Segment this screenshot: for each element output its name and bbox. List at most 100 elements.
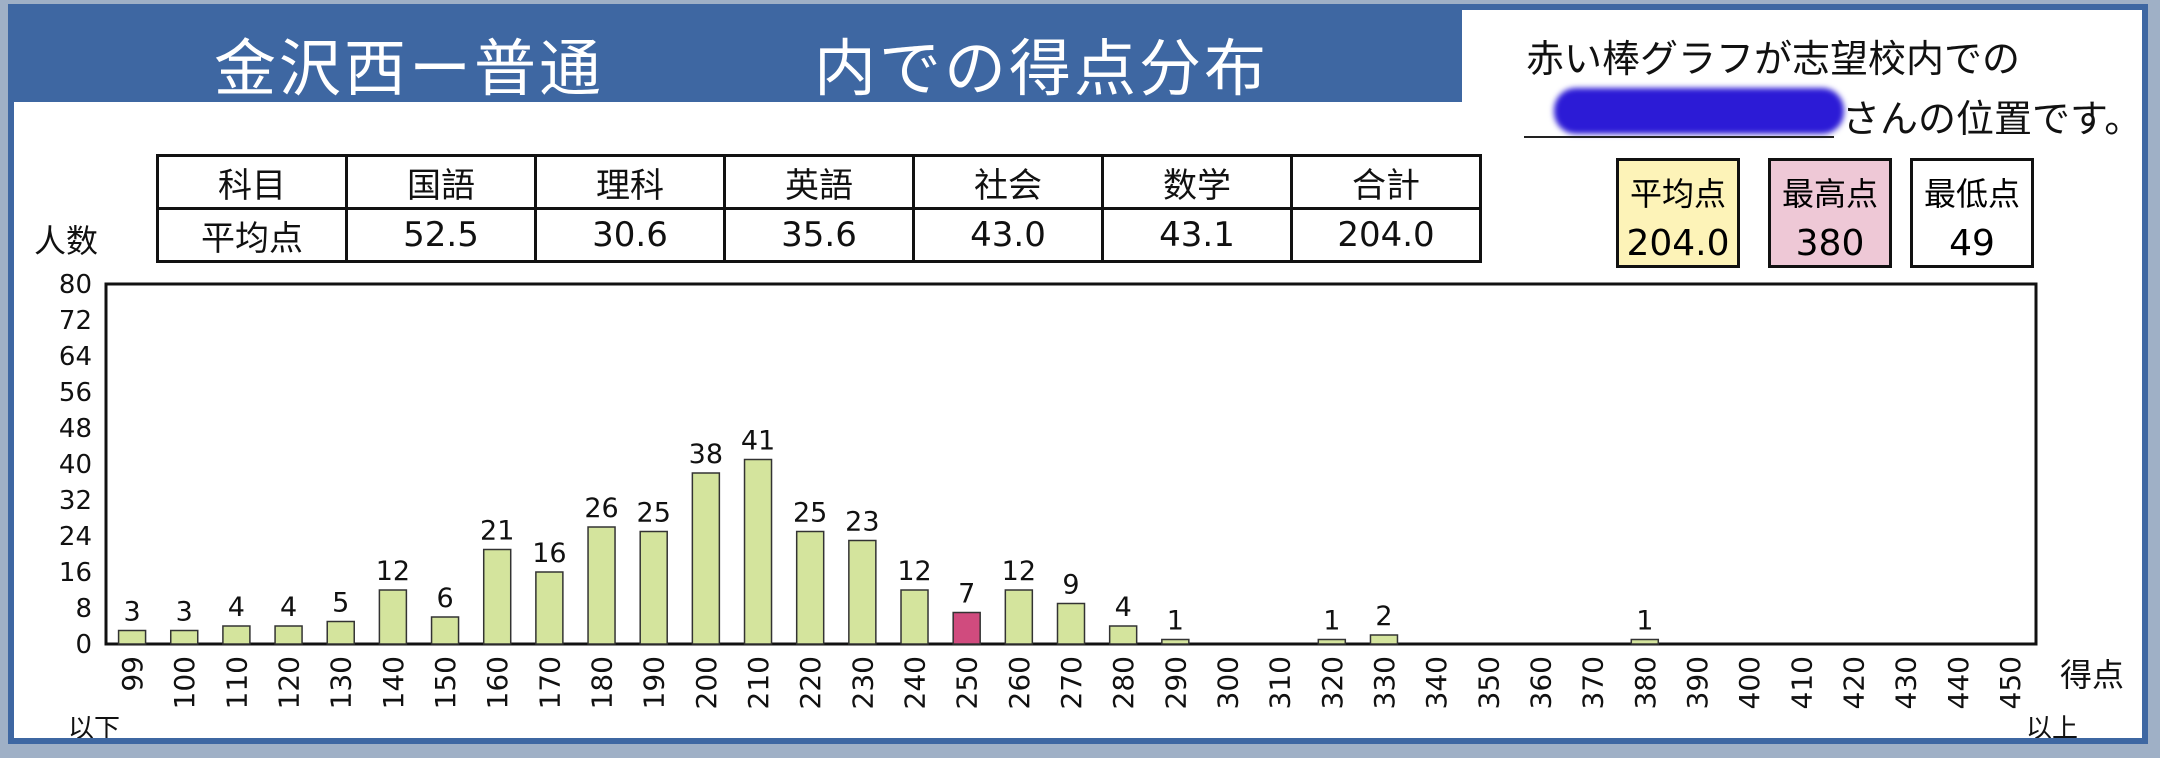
bar-value-label: 25 bbox=[793, 498, 827, 529]
bar bbox=[326, 620, 355, 645]
bar-value-label: 4 bbox=[280, 592, 297, 623]
x-tick-label: 420 bbox=[1837, 656, 1870, 709]
bar bbox=[482, 548, 512, 645]
bar-value-label: 12 bbox=[1002, 556, 1036, 587]
table-cell: 平均点 bbox=[156, 207, 348, 263]
y-tick-label: 48 bbox=[59, 414, 92, 444]
y-tick-label: 0 bbox=[75, 630, 92, 660]
note-line-2: さんの位置です。 bbox=[1842, 97, 2143, 141]
y-tick-label: 8 bbox=[75, 594, 92, 624]
average-value: 204.0 bbox=[1626, 223, 1730, 264]
x-axis-label: 得点 bbox=[2060, 656, 2125, 694]
x-tick-label: 340 bbox=[1420, 656, 1453, 709]
y-tick-label: 72 bbox=[59, 306, 92, 336]
y-tick-label: 24 bbox=[59, 522, 92, 552]
bar bbox=[743, 458, 773, 645]
x-tick-label: 400 bbox=[1733, 656, 1766, 709]
x-tick-label: 250 bbox=[951, 656, 984, 709]
x-tick-label: 200 bbox=[690, 656, 723, 709]
table-cell: 理科 bbox=[534, 154, 726, 210]
bar bbox=[587, 526, 616, 645]
x-tick-label: 390 bbox=[1681, 656, 1714, 709]
x-tick-label: 110 bbox=[220, 656, 253, 709]
bar-value-label: 1 bbox=[1323, 606, 1340, 637]
min-label: 最低点 bbox=[1923, 175, 2020, 213]
y-tick-label: 56 bbox=[59, 378, 92, 408]
table-header-row: 科目 国語 理科 英語 社会 数学 合計 bbox=[156, 154, 1482, 210]
x-tick-label: 310 bbox=[1264, 656, 1297, 709]
table-cell: 30.6 bbox=[534, 207, 726, 263]
table-cell: 43.0 bbox=[912, 207, 1104, 263]
banner-title: 金沢西ー普通 bbox=[214, 32, 605, 105]
bar bbox=[430, 616, 460, 645]
histogram-chart: 0816243240485664728039931004110412051301… bbox=[59, 270, 2038, 709]
min-score-box: 最低点 49 bbox=[1910, 158, 2034, 268]
max-value: 380 bbox=[1795, 223, 1865, 264]
bar-value-label: 16 bbox=[532, 538, 566, 569]
x-tick-label: 190 bbox=[638, 656, 671, 709]
bar-value-label: 38 bbox=[689, 439, 723, 470]
x-tick-label: 300 bbox=[1211, 656, 1244, 709]
x-tick-label: 360 bbox=[1524, 656, 1557, 709]
x-tick-label: 150 bbox=[429, 656, 462, 709]
x-tick-label: 170 bbox=[533, 656, 566, 709]
bar-value-label: 3 bbox=[123, 597, 140, 628]
note-line-1: 赤い棒グラフが志望校内での bbox=[1526, 37, 2021, 81]
average-score-box: 平均点 204.0 bbox=[1616, 158, 1740, 268]
max-score-box: 最高点 380 bbox=[1768, 158, 1892, 268]
x-tick-label: 210 bbox=[742, 656, 775, 709]
bar bbox=[900, 589, 929, 645]
bar bbox=[639, 530, 668, 645]
x-tick-label: 140 bbox=[377, 656, 410, 709]
highlight-bar bbox=[952, 611, 981, 645]
bar-value-label: 41 bbox=[741, 426, 775, 457]
x-tick-label: 320 bbox=[1316, 656, 1349, 709]
y-tick-label: 80 bbox=[59, 270, 92, 300]
bar-value-label: 3 bbox=[176, 597, 193, 628]
x-tick-label: 120 bbox=[273, 656, 306, 709]
table-cell: 204.0 bbox=[1290, 207, 1482, 263]
x-tick-label: 160 bbox=[481, 656, 514, 709]
bar-value-label: 5 bbox=[332, 588, 349, 619]
x-tick-label: 180 bbox=[586, 656, 619, 709]
bar bbox=[1056, 602, 1086, 645]
score-distribution-card: 金沢西ー普通 内での得点分布 赤い棒グラフが志望校内での さんの位置です。 科目… bbox=[8, 4, 2148, 744]
bar-value-label: 23 bbox=[845, 507, 879, 538]
table-row: 平均点 52.5 30.6 35.6 43.0 43.1 204.0 bbox=[156, 207, 1482, 263]
x-tick-label: 350 bbox=[1472, 656, 1505, 709]
table-cell: 43.1 bbox=[1101, 207, 1293, 263]
y-tick-label: 32 bbox=[59, 486, 92, 516]
bar-value-label: 6 bbox=[436, 583, 453, 614]
x-tick-label: 240 bbox=[899, 656, 932, 709]
bar bbox=[535, 571, 564, 645]
x-tick-label: 99 bbox=[116, 656, 149, 692]
title-banner: 金沢西ー普通 内での得点分布 bbox=[14, 10, 1462, 105]
table-cell: 数学 bbox=[1101, 154, 1293, 210]
average-label: 平均点 bbox=[1629, 175, 1726, 213]
x-tick-label: 100 bbox=[168, 656, 201, 709]
x-last-note: 以上 bbox=[2026, 714, 2079, 744]
x-tick-label: 290 bbox=[1159, 656, 1192, 709]
bar bbox=[1004, 589, 1034, 645]
x-tick-label: 130 bbox=[325, 656, 358, 709]
bar-value-label: 1 bbox=[1636, 606, 1653, 637]
name-underline bbox=[1524, 136, 1834, 138]
banner-subtitle: 内での得点分布 bbox=[814, 32, 1270, 105]
redacted-name bbox=[1554, 88, 1844, 134]
table-cell: 社会 bbox=[912, 154, 1104, 210]
table-cell: 科目 bbox=[156, 154, 348, 210]
x-first-note: 以下 bbox=[68, 714, 121, 744]
x-tick-label: 220 bbox=[794, 656, 827, 709]
bar bbox=[1161, 638, 1190, 645]
x-tick-label: 450 bbox=[1994, 656, 2027, 709]
bar bbox=[691, 472, 721, 645]
table-cell: 英語 bbox=[723, 154, 915, 210]
bar-value-label: 9 bbox=[1062, 570, 1079, 601]
bar-value-label: 21 bbox=[480, 516, 514, 547]
x-tick-label: 430 bbox=[1890, 656, 1923, 709]
bar bbox=[378, 589, 408, 645]
max-label: 最高点 bbox=[1781, 175, 1878, 213]
bar-value-label: 12 bbox=[897, 556, 931, 587]
x-tick-label: 260 bbox=[1003, 656, 1036, 709]
bar-value-label: 2 bbox=[1375, 601, 1392, 632]
